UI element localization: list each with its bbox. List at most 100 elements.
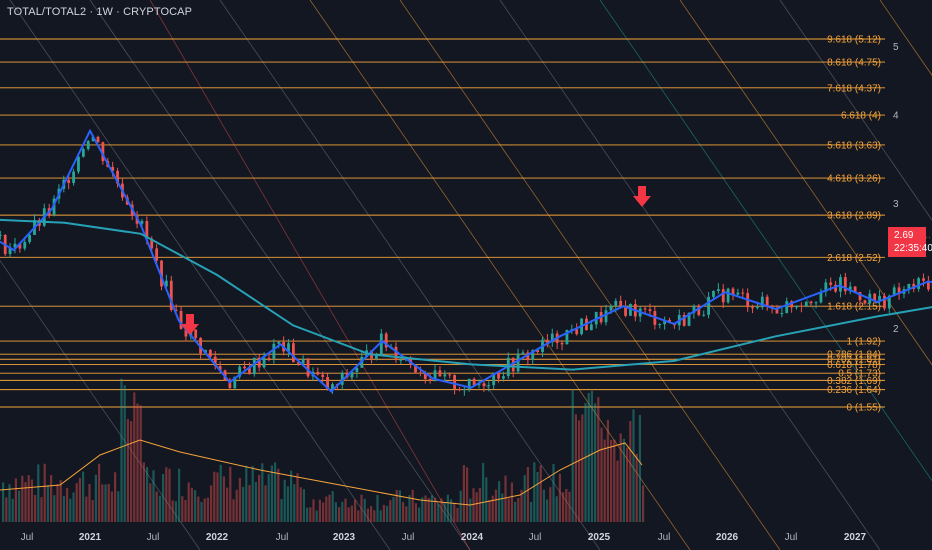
candle-body	[477, 383, 481, 386]
volume-bar	[539, 465, 542, 522]
volume-bar	[216, 472, 219, 522]
volume-bar	[453, 502, 456, 522]
volume-bar	[414, 503, 417, 522]
volume-bar	[8, 484, 11, 522]
candle-body	[321, 374, 325, 377]
candle-body	[619, 300, 623, 307]
moving-average-line	[0, 218, 932, 371]
volume-bar	[315, 510, 318, 522]
volume-bar	[206, 497, 209, 522]
volume-bar	[142, 462, 145, 522]
candle-body	[306, 358, 310, 377]
volume-bar	[475, 492, 478, 522]
candle-body	[716, 289, 720, 291]
candle-body	[316, 371, 320, 375]
candle-body	[448, 374, 452, 376]
volume-bar	[530, 501, 533, 522]
candle-body	[819, 291, 823, 303]
candle-body	[238, 366, 242, 377]
candle-body	[790, 301, 794, 308]
candle-body	[375, 355, 378, 359]
volume-bar	[494, 489, 497, 522]
candle-body	[23, 242, 27, 249]
channel-line	[9, 0, 391, 550]
candle-body	[155, 248, 159, 261]
volume-bar	[363, 498, 366, 522]
volume-bar	[101, 484, 104, 522]
volume-bar	[430, 495, 433, 522]
volume-bar	[184, 499, 187, 522]
candle-body	[497, 372, 500, 379]
volume-bar	[325, 496, 328, 522]
candle-body	[399, 359, 403, 361]
candle-body	[848, 286, 852, 292]
candle-body	[511, 357, 515, 372]
candle-body	[926, 280, 930, 290]
candle-body	[502, 376, 505, 379]
volume-bar	[210, 485, 213, 522]
volume-bar	[226, 487, 229, 522]
volume-bar	[395, 490, 398, 522]
candle-body	[526, 352, 530, 360]
x-tick-label: 2027	[844, 532, 867, 543]
volume-bar	[283, 479, 286, 522]
volume-bar	[238, 477, 241, 522]
candle-body	[922, 278, 925, 281]
volume-bar	[613, 439, 616, 522]
x-tick-label: Jul	[529, 532, 542, 543]
candle-body	[257, 357, 261, 368]
fib-label: 0.382 (1.69)	[827, 376, 881, 387]
candle-body	[77, 156, 80, 172]
volume-bar	[341, 501, 344, 522]
candle-body	[692, 305, 696, 313]
volume-bar	[514, 501, 517, 522]
candle-body	[682, 314, 686, 326]
candle-body	[81, 149, 85, 157]
volume-bar	[309, 507, 312, 522]
candle-body	[433, 370, 437, 381]
candle-body	[443, 374, 447, 377]
candle-body	[658, 324, 662, 326]
volume-bar	[126, 419, 129, 522]
volume-bar	[149, 483, 152, 522]
candle-body	[472, 378, 476, 386]
fib-label: 0.5 (1.73)	[838, 369, 881, 380]
volume-bar	[130, 421, 133, 522]
volume-bar	[389, 500, 392, 522]
volume-bar	[94, 474, 97, 522]
volume-bar	[251, 466, 254, 522]
candle-body	[829, 282, 833, 285]
fib-label: 0.702 (1.81)	[827, 355, 881, 366]
volume-bar	[350, 505, 353, 522]
fib-label: 1 (1.92)	[847, 337, 881, 348]
candle-body	[331, 384, 334, 390]
candle-body	[111, 166, 115, 171]
volume-bar	[373, 510, 376, 522]
volume-bar	[242, 486, 245, 522]
volume-bar	[338, 507, 341, 522]
volume-bar	[174, 501, 177, 522]
candle-body	[697, 305, 701, 316]
x-tick-label: 2026	[716, 532, 739, 543]
volume-bar	[526, 467, 529, 522]
candle-body	[863, 300, 867, 304]
candle-body	[731, 288, 735, 295]
candle-body	[116, 170, 119, 184]
channel-line	[89, 0, 471, 550]
fib-levels: 9.618 (5.12) 8.618 (4.75) 7.618 (4.37) 6.61…	[0, 35, 885, 414]
candle-body	[707, 296, 710, 315]
candle-body	[145, 221, 149, 239]
volume-bar	[267, 473, 270, 522]
volume-bar	[357, 510, 360, 522]
candle-body	[438, 370, 442, 377]
candle-body	[394, 346, 398, 360]
volume-bar	[117, 491, 120, 522]
candle-body	[589, 324, 593, 331]
volume-bar	[110, 491, 113, 522]
volume-bar	[434, 497, 437, 522]
volume-bar	[597, 397, 600, 522]
volume-bar	[302, 489, 305, 522]
candle-body	[799, 305, 803, 307]
